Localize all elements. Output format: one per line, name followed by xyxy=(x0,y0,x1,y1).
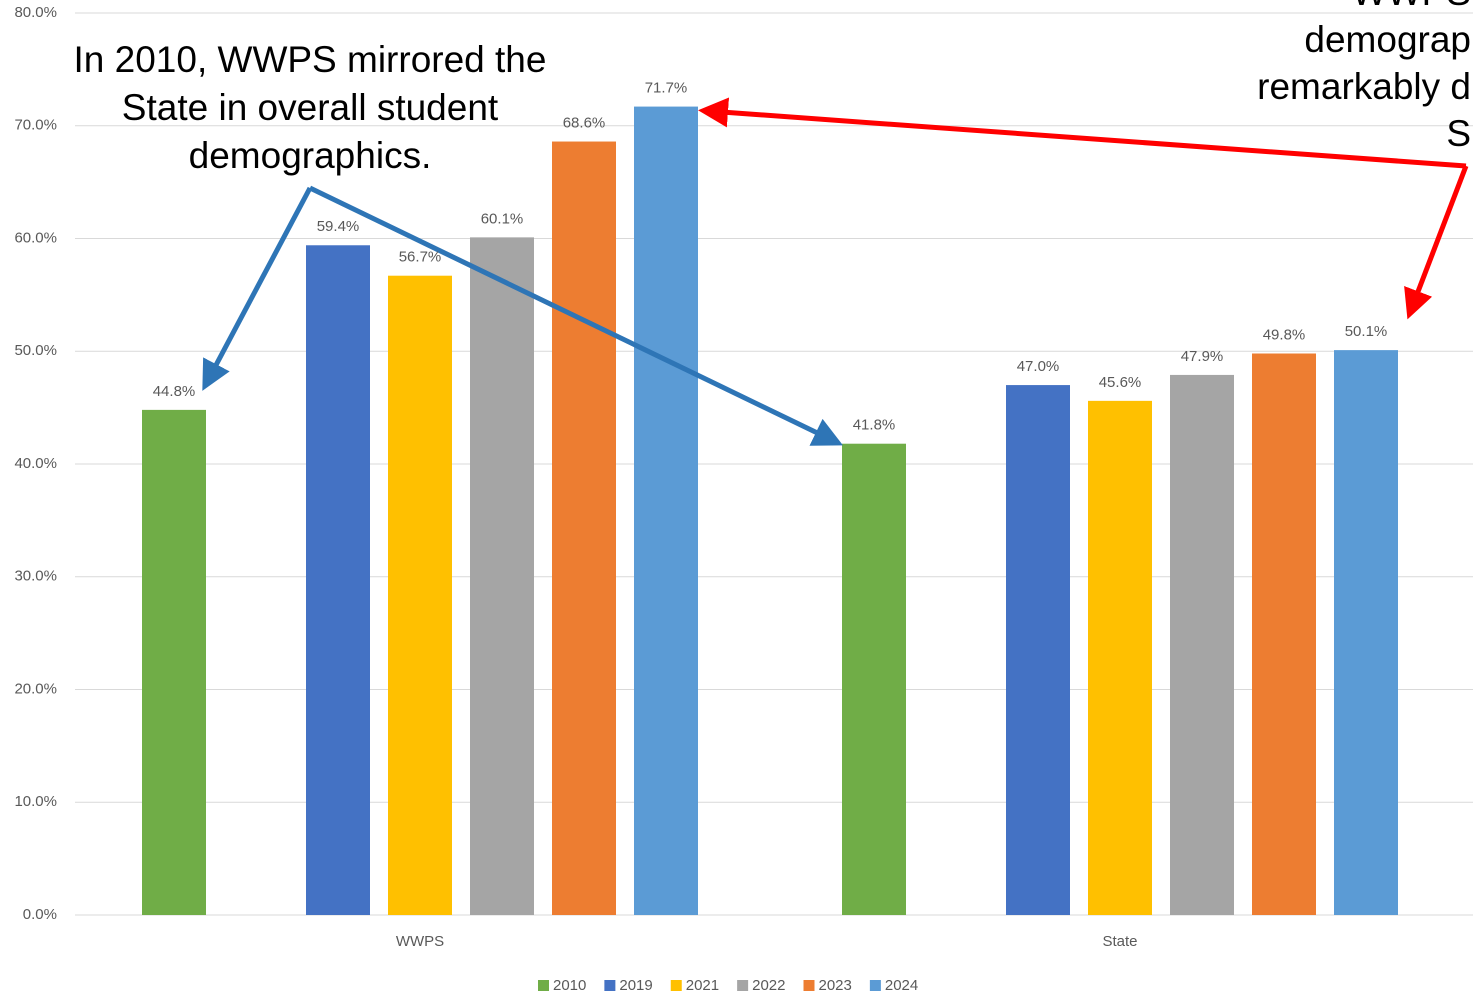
annotation: WWPS xyxy=(1352,0,1471,13)
bar xyxy=(1334,350,1398,915)
bar xyxy=(1252,353,1316,915)
plot-area xyxy=(75,12,1473,916)
arrow xyxy=(1404,165,1469,320)
arrow xyxy=(202,186,313,391)
annotation: remarkably d xyxy=(1257,66,1471,107)
bar xyxy=(306,245,370,915)
data-label: 71.7% xyxy=(645,80,688,97)
annotation: In 2010, WWPS mirrored the xyxy=(74,39,547,80)
data-label: 44.8% xyxy=(153,383,196,400)
legend-swatch xyxy=(737,980,749,991)
legend-label: 2022 xyxy=(752,977,785,994)
legend-swatch xyxy=(670,980,682,991)
legend-label: 2010 xyxy=(553,977,586,994)
x-tick-label: WWPS xyxy=(396,933,444,950)
bar xyxy=(842,443,906,915)
bar xyxy=(1088,400,1152,915)
bar xyxy=(470,237,534,915)
legend-label: 2021 xyxy=(686,977,719,994)
y-tick-label: 10.0% xyxy=(14,793,57,810)
data-label: 56.7% xyxy=(399,249,442,266)
bar xyxy=(388,275,452,915)
data-label: 60.1% xyxy=(481,210,524,227)
data-label: 41.8% xyxy=(853,417,896,434)
annotation: demographics. xyxy=(189,135,432,176)
annotation: S xyxy=(1446,113,1471,154)
y-tick-label: 20.0% xyxy=(14,680,57,697)
annotation-arrows xyxy=(202,97,1469,446)
data-label: 68.6% xyxy=(563,115,606,132)
legend-swatch xyxy=(803,980,815,991)
y-tick-label: 80.0% xyxy=(14,4,57,21)
y-tick-label: 70.0% xyxy=(14,117,57,134)
y-tick-label: 30.0% xyxy=(14,568,57,585)
legend-label: 2023 xyxy=(819,977,852,994)
legend-swatch xyxy=(604,980,616,991)
x-tick-label: State xyxy=(1102,933,1137,950)
bar xyxy=(552,141,616,915)
y-tick-label: 40.0% xyxy=(14,455,57,472)
bar xyxy=(634,106,698,915)
bar xyxy=(142,409,206,915)
legend-swatch xyxy=(538,980,549,991)
data-label: 59.4% xyxy=(317,218,360,235)
data-label: 45.6% xyxy=(1099,374,1142,391)
annotation: demograp xyxy=(1304,19,1471,60)
legend-label: 2019 xyxy=(619,977,652,994)
arrow xyxy=(308,185,844,446)
legend-label: 2024 xyxy=(885,977,918,994)
data-label: 49.8% xyxy=(1263,326,1306,343)
data-label: 47.0% xyxy=(1017,358,1060,375)
bar xyxy=(1006,385,1070,915)
bar xyxy=(1170,374,1234,915)
annotation: State in overall student xyxy=(122,87,499,128)
data-label: 50.1% xyxy=(1345,323,1388,340)
y-tick-label: 50.0% xyxy=(14,342,57,359)
y-tick-label: 0.0% xyxy=(23,906,57,923)
legend-swatch xyxy=(869,980,881,991)
y-tick-label: 60.0% xyxy=(14,229,57,246)
data-label: 47.9% xyxy=(1181,348,1224,365)
arrow xyxy=(698,97,1467,169)
